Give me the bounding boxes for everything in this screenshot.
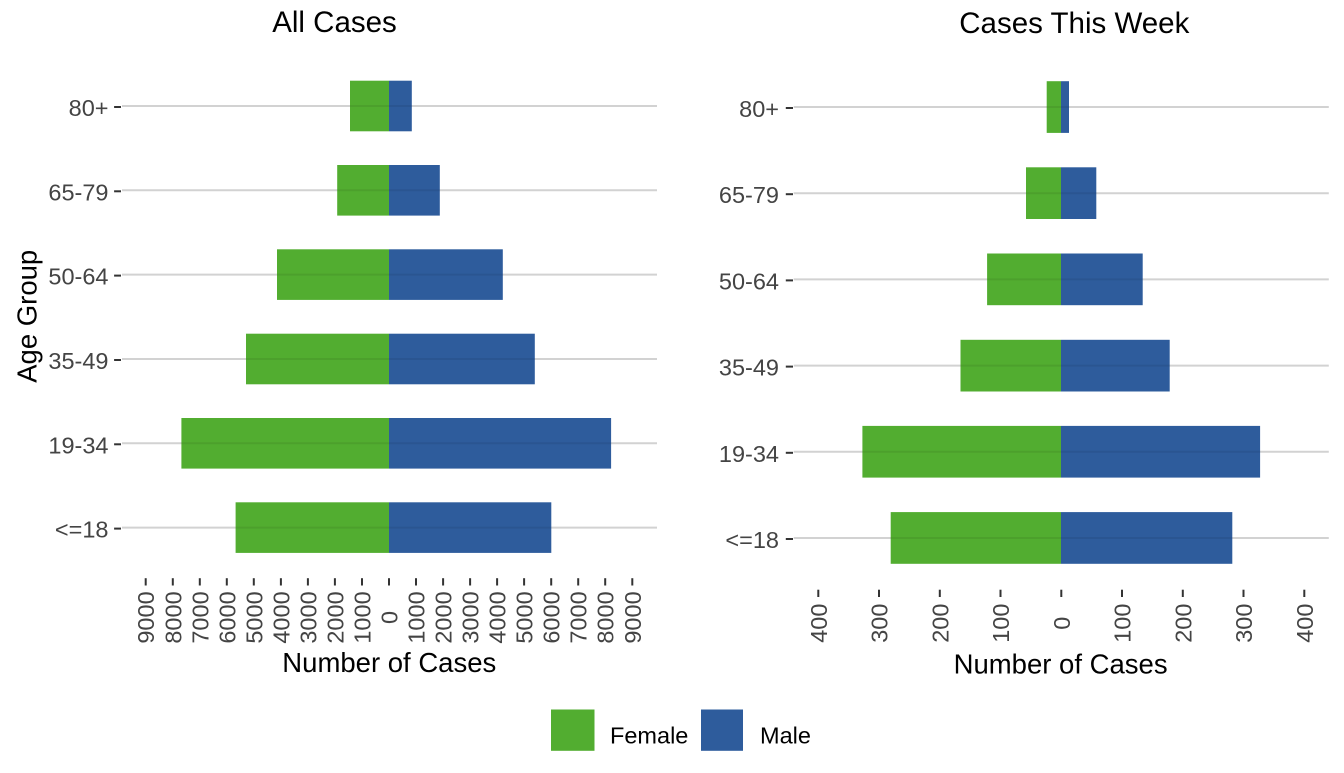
svg-text:0: 0 — [377, 611, 403, 624]
svg-text:9000: 9000 — [133, 591, 159, 643]
svg-text:100: 100 — [988, 604, 1014, 643]
svg-text:100: 100 — [1110, 604, 1136, 643]
svg-text:Cases This Week: Cases This Week — [959, 7, 1189, 40]
svg-text:19-34: 19-34 — [48, 432, 108, 458]
svg-text:3000: 3000 — [295, 591, 321, 643]
svg-text:50-64: 50-64 — [719, 268, 779, 294]
svg-text:6000: 6000 — [214, 591, 240, 643]
svg-text:Number of Cases: Number of Cases — [282, 647, 496, 678]
svg-text:Male: Male — [760, 723, 811, 749]
svg-text:400: 400 — [1292, 604, 1318, 643]
svg-text:19-34: 19-34 — [719, 441, 779, 467]
svg-text:80+: 80+ — [739, 96, 779, 122]
svg-text:0: 0 — [1049, 617, 1075, 630]
svg-text:Age Group: Age Group — [11, 250, 42, 383]
svg-text:35-49: 35-49 — [48, 348, 108, 374]
svg-text:4000: 4000 — [268, 591, 294, 643]
svg-text:<=18: <=18 — [55, 517, 109, 543]
svg-text:8000: 8000 — [160, 591, 186, 643]
svg-text:9000: 9000 — [620, 591, 646, 643]
svg-text:4000: 4000 — [485, 591, 511, 643]
svg-text:50-64: 50-64 — [48, 264, 108, 290]
svg-text:5000: 5000 — [512, 591, 538, 643]
svg-text:300: 300 — [867, 604, 893, 643]
svg-text:7000: 7000 — [187, 591, 213, 643]
svg-text:65-79: 65-79 — [719, 182, 779, 208]
svg-text:80+: 80+ — [69, 95, 109, 121]
svg-text:65-79: 65-79 — [48, 179, 108, 205]
svg-text:200: 200 — [1170, 604, 1196, 643]
svg-text:8000: 8000 — [593, 591, 619, 643]
svg-text:1000: 1000 — [350, 591, 376, 643]
svg-text:5000: 5000 — [241, 591, 267, 643]
svg-text:2000: 2000 — [431, 591, 457, 643]
svg-text:3000: 3000 — [458, 591, 484, 643]
svg-text:<=18: <=18 — [725, 527, 779, 553]
svg-text:6000: 6000 — [539, 591, 565, 643]
svg-text:2000: 2000 — [322, 591, 348, 643]
svg-text:Female: Female — [610, 723, 688, 749]
svg-text:35-49: 35-49 — [719, 355, 779, 381]
svg-text:1000: 1000 — [404, 591, 430, 643]
svg-text:Number of Cases: Number of Cases — [954, 649, 1168, 680]
svg-text:400: 400 — [806, 604, 832, 643]
svg-text:7000: 7000 — [566, 591, 592, 643]
svg-text:300: 300 — [1231, 604, 1257, 643]
svg-text:200: 200 — [927, 604, 953, 643]
svg-text:All Cases: All Cases — [272, 6, 397, 39]
